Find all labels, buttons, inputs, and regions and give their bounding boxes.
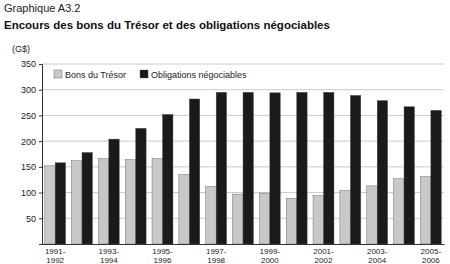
x-tick-label: 2001-2002 xyxy=(313,247,334,264)
x-tick-label: 1993-1994 xyxy=(99,247,120,264)
grid-line xyxy=(42,89,444,90)
bar xyxy=(367,186,377,244)
x-tick: 1999-2000 xyxy=(260,244,281,264)
chart: Graphique A3.2 Encours des bons du Trésor… xyxy=(0,0,450,264)
y-axis-title: (G$) xyxy=(12,44,30,54)
bar xyxy=(394,179,404,244)
y-tick-mark xyxy=(39,90,42,91)
x-tick-label: 2003-2004 xyxy=(367,247,388,264)
y-tick: 150 xyxy=(21,162,42,172)
bar xyxy=(286,198,296,244)
bar xyxy=(313,196,323,244)
x-tick: 2001-2002 xyxy=(313,244,334,264)
grid-line xyxy=(42,64,444,65)
bar xyxy=(324,92,334,244)
series xyxy=(55,92,441,244)
y-tick-label: 100 xyxy=(21,188,36,198)
bar xyxy=(72,161,82,244)
x-tick: 1991-1992 xyxy=(45,244,66,264)
bar xyxy=(216,92,226,244)
bar xyxy=(109,139,119,244)
bar xyxy=(125,160,135,244)
x-tick-label: 2005-2006 xyxy=(421,247,442,264)
y-tick: 300 xyxy=(21,85,42,95)
bar xyxy=(206,186,216,244)
bar xyxy=(162,114,172,244)
bar xyxy=(55,163,65,244)
x-tick: 2005-2006 xyxy=(421,244,442,264)
bar xyxy=(404,107,414,244)
y-tick-mark xyxy=(39,115,42,116)
y-tick-label: 200 xyxy=(21,137,36,147)
x-tick: 1993-1994 xyxy=(99,244,120,264)
y-axis: 50 100 150 200 250 300 350 xyxy=(21,59,43,244)
y-tick-label: 50 xyxy=(26,214,36,224)
legend-item: Bons du Trésor xyxy=(54,70,126,80)
bar xyxy=(179,175,189,244)
bar xyxy=(420,177,430,244)
bar xyxy=(98,159,108,244)
x-axis: 1991-1992 1993-1994 1995-1996 1997-1998 1999… xyxy=(43,244,445,264)
legend-item: Obligations négociables xyxy=(140,70,247,80)
bar xyxy=(189,99,199,244)
x-tick: 1995-1996 xyxy=(152,244,173,264)
y-axis-line xyxy=(39,65,43,245)
bar xyxy=(45,166,55,244)
y-tick-mark xyxy=(39,141,42,142)
title: Encours des bons du Trésor et des obliga… xyxy=(4,19,330,31)
x-tick: 2003-2004 xyxy=(367,244,388,264)
bar xyxy=(233,194,243,244)
y-tick-mark xyxy=(39,167,42,168)
x-tick: 1997-1998 xyxy=(206,244,227,264)
x-axis-line xyxy=(43,244,445,245)
bar xyxy=(431,110,441,244)
y-tick-label: 250 xyxy=(21,111,36,121)
bar xyxy=(82,152,92,244)
bar xyxy=(377,101,387,244)
bars xyxy=(45,92,442,244)
plot: 501001502002503003501991-19921993-199419… xyxy=(21,59,445,264)
y-tick-label: 300 xyxy=(21,85,36,95)
x-tick-label: 1991-1992 xyxy=(45,247,66,264)
y-tick: 50 xyxy=(26,214,42,224)
y-tick-mark xyxy=(39,193,42,194)
bar xyxy=(270,93,280,244)
legend-swatch xyxy=(54,70,62,78)
y-tick: 100 xyxy=(21,188,42,198)
bar xyxy=(259,193,269,244)
y-tick-mark xyxy=(39,218,42,219)
bar xyxy=(340,191,350,244)
legend-label: Obligations négociables xyxy=(151,70,247,80)
series xyxy=(45,159,431,244)
bar xyxy=(243,92,253,244)
y-tick-label: 350 xyxy=(21,59,36,69)
bar xyxy=(152,159,162,244)
y-tick: 200 xyxy=(21,137,42,147)
legend-label: Bons du Trésor xyxy=(65,70,126,80)
x-tick-label: 1997-1998 xyxy=(206,247,227,264)
x-tick-label: 1995-1996 xyxy=(152,247,173,264)
bar xyxy=(136,128,146,244)
y-tick: 250 xyxy=(21,111,42,121)
x-tick-label: 1999-2000 xyxy=(260,247,281,264)
bar xyxy=(350,95,360,244)
y-tick: 350 xyxy=(21,59,42,69)
subtitle: Graphique A3.2 xyxy=(4,2,80,14)
y-tick-mark xyxy=(39,64,42,65)
y-tick-label: 150 xyxy=(21,162,36,172)
bar xyxy=(297,92,307,244)
legend: Bons du Trésor Obligations négociables xyxy=(54,70,247,80)
legend-swatch xyxy=(140,70,148,78)
